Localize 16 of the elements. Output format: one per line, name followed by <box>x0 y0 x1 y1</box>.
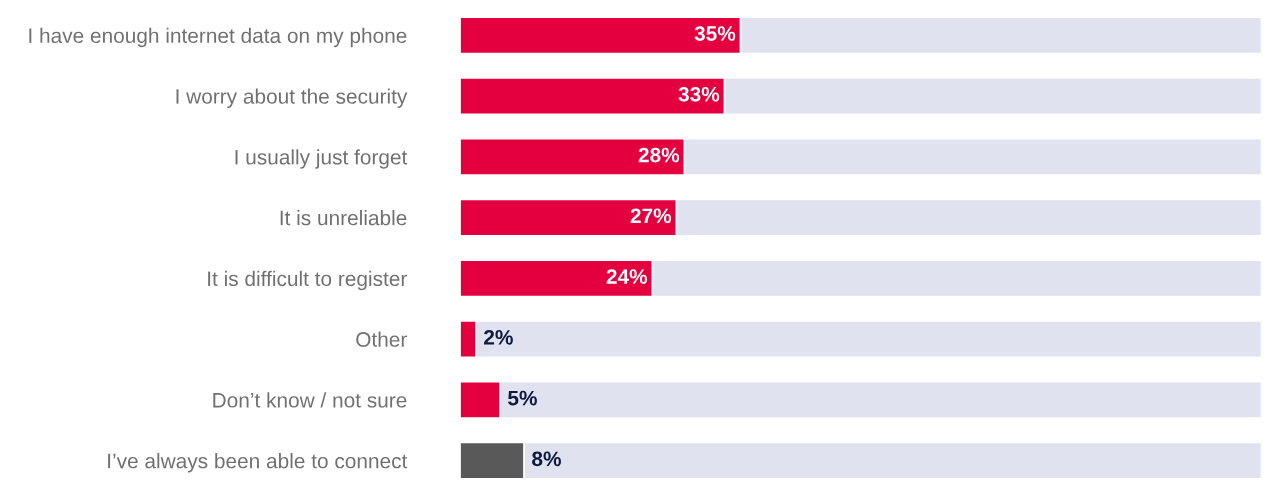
data-label: 24% <box>606 269 648 284</box>
y-tick-label: I usually just forget <box>235 149 408 169</box>
y-tick-label: I’ve always been able to connect <box>108 453 408 473</box>
data-label: 28% <box>638 147 680 163</box>
y-tick-label: Other <box>356 331 407 347</box>
y-tick-label: I have enough internet data on my phone <box>29 27 407 48</box>
y-tick-label: Don’t know / not sure <box>213 392 407 408</box>
data-label: 35% <box>694 26 736 41</box>
data-label: 8% <box>532 451 561 467</box>
data-label: 33% <box>678 86 720 102</box>
y-tick-label: I worry about the security <box>176 88 408 108</box>
data-label: 27% <box>630 208 672 224</box>
y-tick-label: It is unreliable <box>280 210 407 226</box>
data-label: 2% <box>484 329 513 345</box>
data-label: 5% <box>508 390 537 406</box>
y-tick-label: It is difficult to register <box>208 270 407 291</box>
